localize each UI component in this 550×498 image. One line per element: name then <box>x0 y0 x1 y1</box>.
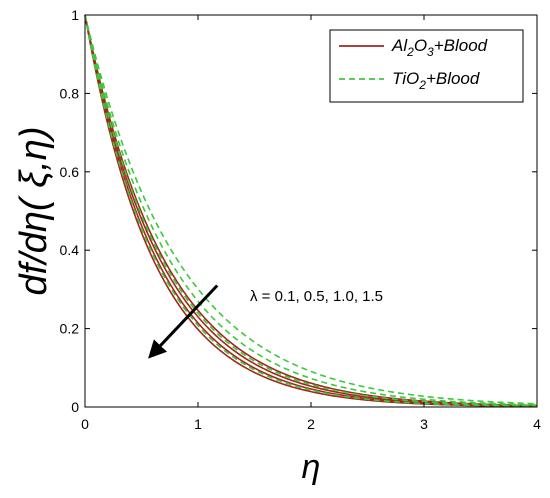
legend: Al2O3+Blood TiO2+Blood <box>329 29 524 103</box>
x-axis-ticks: 0 1 2 3 4 <box>81 15 541 432</box>
series-line-tio2-6 <box>84 14 538 406</box>
legend-label-al2o3: Al2O3+Blood <box>391 36 488 59</box>
legend-label-tio2: TiO2+Blood <box>392 69 480 92</box>
y-tick-label: 0.6 <box>60 164 80 180</box>
annotation-text: λ = 0.1, 0.5, 1.0, 1.5 <box>250 288 383 305</box>
x-tick-label: 4 <box>533 416 541 432</box>
y-tick-label: 0.8 <box>60 85 80 101</box>
x-tick-label: 0 <box>81 416 89 432</box>
legend-box <box>329 29 524 103</box>
series-line-tio2-5 <box>84 14 538 407</box>
series-line-tio2-7 <box>84 14 538 405</box>
y-tick-label: 0 <box>71 399 79 415</box>
y-axis-ticks: 0 0.2 0.4 0.6 0.8 1 <box>60 7 537 415</box>
annotation-arrow <box>148 284 219 359</box>
x-tick-label: 3 <box>420 416 428 432</box>
y-axis-label: df/dη( ξ,η) <box>13 127 55 296</box>
x-tick-label: 2 <box>307 416 315 432</box>
x-tick-label: 1 <box>194 416 202 432</box>
y-tick-label: 1 <box>71 7 79 23</box>
y-tick-label: 0.4 <box>60 242 80 258</box>
y-tick-label: 0.2 <box>60 321 80 337</box>
x-axis-label: η <box>302 448 321 486</box>
series-lines <box>84 14 538 408</box>
series-line-al2o3-3 <box>84 14 538 407</box>
